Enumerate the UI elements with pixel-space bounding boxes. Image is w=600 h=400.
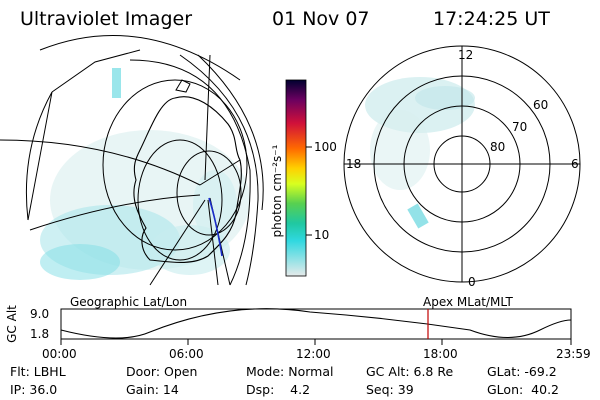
gain-info: Gain: 14 [126,382,179,397]
mode-info: Mode: Normal [246,364,334,379]
time-label: 17:24:25 UT [433,8,550,30]
instrument-title: Ultraviolet Imager [20,8,193,30]
ip-info: IP: 36.0 [10,382,58,397]
apex-caption: Apex MLat/MLT [423,295,513,309]
seq-info: Seq: 39 [366,382,414,397]
geographic-map [0,35,264,286]
filter-info: Flt: LBHL [10,364,66,379]
timeline-xtick-0600: 06:00 [169,347,204,361]
glat-info: GLat: -69.2 [487,364,557,379]
timeline-ytick-top: 9.0 [30,307,50,321]
mlt-label-6: 6 [571,157,579,171]
colorbar-tick-100: 100 [314,140,337,154]
timeline-xtick-1200: 12:00 [296,347,331,361]
timeline-xtick-1800: 18:00 [423,347,458,361]
geographic-caption: Geographic Lat/Lon [70,295,188,309]
polar-grid [343,45,581,283]
colorbar-unit-label: photon cm⁻²s⁻¹ [270,144,284,238]
colorbar [285,79,307,277]
timeline-xtick-2359: 23:59 [556,347,591,361]
mlat-label-80: 80 [490,140,506,154]
date-label: 01 Nov 07 [272,8,370,30]
mlt-label-12: 12 [458,48,474,62]
mlt-label-18: 18 [346,157,362,171]
footprint-track [208,197,223,257]
gc-alt-info: GC Alt: 6.8 Re [366,364,454,379]
glon-info: GLon: 40.2 [487,382,559,397]
colorbar-ticks [306,146,312,236]
polar-plot [343,45,581,283]
timeline-ticks [60,339,572,345]
door-info: Door: Open [126,364,198,379]
polar-emission [365,77,475,229]
timeline-panel [60,308,572,345]
timeline-ytick-bottom: 1.8 [30,327,50,341]
mlat-label-60: 60 [533,98,549,112]
colorbar-tick-10: 10 [314,228,330,242]
timeline-ylabel: GC Alt [5,305,19,343]
coastline-island [175,79,191,93]
dsp-info: Dsp: 4.2 [246,382,311,397]
mlt-label-0: 0 [468,275,476,289]
coastline-outline [133,96,242,264]
mlat-label-70: 70 [512,120,528,134]
timeline-xtick-0000: 00:00 [42,347,77,361]
altitude-curve [60,308,572,339]
